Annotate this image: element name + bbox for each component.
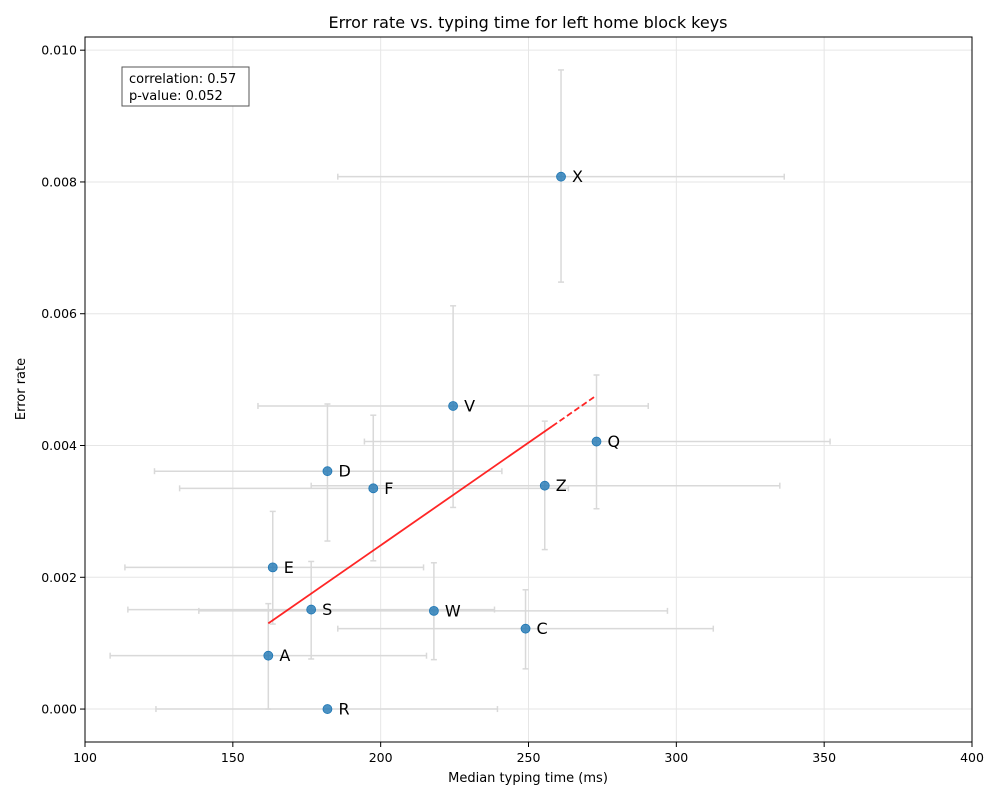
p-value-text: p-value: 0.052 [129, 89, 223, 104]
data-point-s [306, 604, 317, 615]
point-label-c: C [537, 619, 548, 638]
data-point-c [520, 623, 531, 634]
point-labels: X V Q D Z F E S W C A R [279, 167, 620, 718]
data-point-r [322, 704, 333, 714]
data-point-w [428, 605, 439, 616]
point-label-q: Q [608, 432, 621, 451]
data-points [263, 171, 602, 714]
data-point-d [322, 466, 333, 477]
data-point-x [556, 171, 566, 182]
trend-line-group [267, 394, 598, 625]
chart-title: Error rate vs. typing time for left home… [328, 13, 727, 32]
point-label-v: V [464, 396, 475, 415]
x-tick-label: 300 [664, 750, 688, 765]
point-label-w: W [445, 601, 461, 620]
y-tick-label: 0.004 [41, 438, 77, 453]
x-tick-label: 200 [369, 750, 393, 765]
stats-box: correlation: 0.57 p-value: 0.052 [121, 66, 250, 107]
data-point-z [539, 480, 550, 491]
data-point-a [263, 650, 274, 661]
point-label-d: D [338, 462, 350, 481]
data-point-q [591, 436, 602, 447]
x-tick-label: 150 [221, 750, 245, 765]
x-tick-label: 350 [812, 750, 836, 765]
data-point-f [368, 483, 379, 494]
x-tick-label: 100 [73, 750, 97, 765]
point-label-f: F [384, 479, 393, 498]
point-label-a: A [279, 646, 290, 665]
trend-line [267, 425, 553, 625]
correlation-text: correlation: 0.57 [129, 72, 236, 87]
y-tick-label: 0.008 [41, 174, 77, 189]
data-point-e [267, 562, 278, 573]
y-tick-label: 0.010 [41, 43, 77, 58]
stats-box-frame [121, 66, 250, 107]
data-point-v [448, 401, 459, 411]
y-tick-label: 0.002 [41, 570, 77, 585]
y-tick-label: 0.000 [41, 702, 77, 717]
x-tick-label: 400 [960, 750, 984, 765]
point-label-r: R [338, 700, 349, 719]
point-label-z: Z [556, 476, 567, 495]
trend-line-dashed [551, 394, 598, 427]
y-axis-ticks: 0.000 0.002 0.004 0.006 0.008 0.010 [41, 43, 85, 717]
y-axis-label: Error rate [14, 358, 29, 420]
x-tick-label: 250 [517, 750, 541, 765]
point-label-e: E [284, 558, 294, 577]
y-tick-label: 0.006 [41, 306, 77, 321]
x-axis-ticks: 100 150 200 250 300 350 400 [73, 742, 984, 765]
x-axis-label: Median typing time (ms) [448, 771, 608, 786]
point-label-x: X [572, 167, 583, 186]
point-label-s: S [322, 600, 332, 619]
grid [84, 37, 973, 742]
